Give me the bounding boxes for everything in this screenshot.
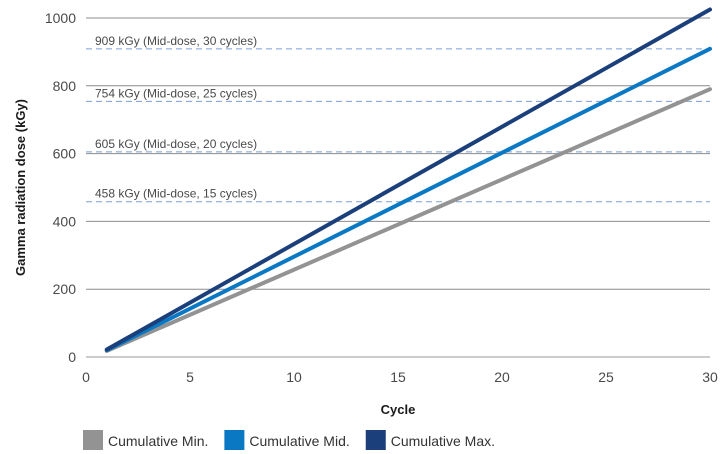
grid-lines xyxy=(86,17,710,358)
x-axis-title: Cycle xyxy=(381,402,416,417)
y-tick-label: 800 xyxy=(53,78,77,94)
reference-label-909: 909 kGy (Mid-dose, 30 cycles) xyxy=(95,34,257,48)
series-line-2 xyxy=(104,46,712,353)
legend: Cumulative Min. Cumulative Mid. Cumulative… xyxy=(83,430,495,450)
reference-label-605: 605 kGy (Mid-dose, 20 cycles) xyxy=(95,137,257,151)
series-line-3 xyxy=(104,7,712,352)
reference-lines: 909 kGy (Mid-dose, 30 cycles) 754 kGy (Mi… xyxy=(86,34,710,203)
series-line-1 xyxy=(104,87,712,353)
axes: 0 200 400 600 800 1000 0 5 10 15 20 25 30 Cycle Gamma … xyxy=(13,10,718,417)
x-tick-label: 10 xyxy=(286,369,302,385)
legend-label-3: Cumulative Max. xyxy=(391,433,495,449)
x-tick-label: 5 xyxy=(186,369,194,385)
y-tick-label: 200 xyxy=(53,281,77,297)
reference-label-458: 458 kGy (Mid-dose, 15 cycles) xyxy=(95,187,257,201)
legend-swatch-1 xyxy=(83,430,103,450)
x-tick-label: 30 xyxy=(702,369,718,385)
x-tick-label: 0 xyxy=(82,369,90,385)
y-tick-label: 1000 xyxy=(45,10,76,26)
series-lines xyxy=(104,7,712,353)
legend-swatch-2 xyxy=(224,430,245,450)
x-tick-label: 15 xyxy=(390,369,406,385)
x-tick-label: 20 xyxy=(494,369,510,385)
legend-swatch-3 xyxy=(365,430,386,450)
y-tick-label: 600 xyxy=(53,146,77,162)
y-tick-label: 400 xyxy=(53,213,77,229)
x-tick-label: 25 xyxy=(598,369,614,385)
y-tick-label: 0 xyxy=(68,349,76,365)
y-axis-title: Gamma radiation dose (kGy) xyxy=(13,99,28,276)
legend-label-1: Cumulative Min. xyxy=(108,433,208,449)
legend-label-2: Cumulative Mid. xyxy=(249,433,349,449)
reference-label-754: 754 kGy (Mid-dose, 25 cycles) xyxy=(95,86,257,100)
